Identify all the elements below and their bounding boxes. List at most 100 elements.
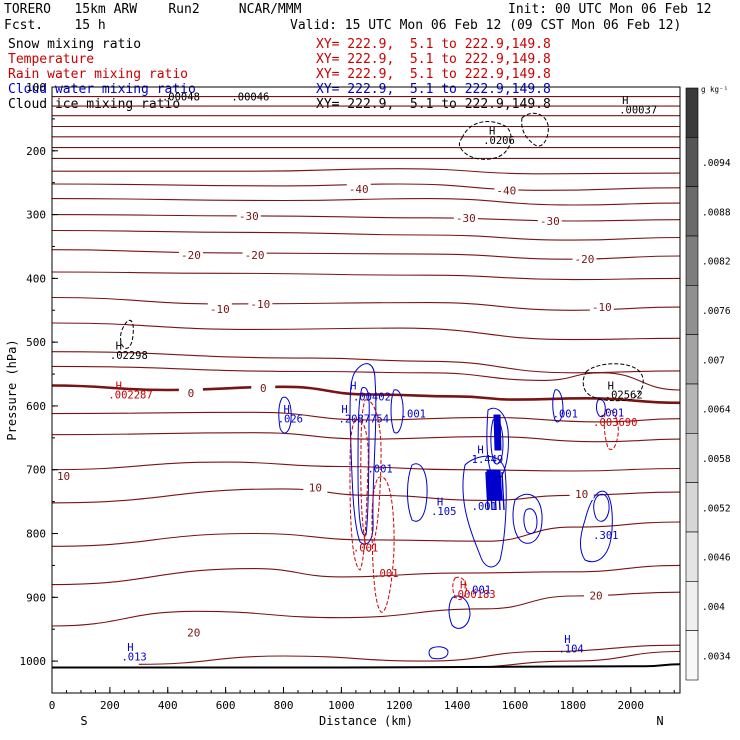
isotherm-24 bbox=[51, 591, 681, 627]
y-tick-label: 700 bbox=[26, 464, 46, 477]
extrema-label: .02562 bbox=[605, 389, 643, 401]
colorbar-swatch bbox=[685, 383, 699, 434]
isotherm-label: -30 bbox=[540, 215, 560, 228]
cloud-water-contour bbox=[596, 399, 606, 418]
extrema-label: .003690 bbox=[593, 417, 637, 429]
header-init: Init: 00 UTC Mon 06 Feb 12 bbox=[508, 2, 712, 17]
isotherm-label-bg bbox=[494, 184, 519, 197]
colorbar-tick-label: .004 bbox=[702, 602, 725, 613]
cloud-water-contour bbox=[486, 407, 509, 481]
colorbar-swatch bbox=[685, 334, 699, 385]
extrema-label: H bbox=[284, 404, 290, 416]
cloud-water-contour bbox=[349, 363, 377, 545]
freezing-level-line bbox=[51, 384, 681, 405]
extrema-label: .001 bbox=[553, 409, 578, 421]
y-axis-label: Pressure (hPa) bbox=[5, 339, 19, 440]
x-axis-label: Distance (km) bbox=[319, 714, 413, 728]
colorbar-swatch bbox=[685, 137, 699, 187]
colorbar-swatch bbox=[685, 87, 699, 138]
cloud-water-contour bbox=[407, 463, 428, 522]
isotherm-label-bg bbox=[537, 214, 562, 227]
cloud-water-contour bbox=[512, 493, 543, 544]
isotherm-label: -40 bbox=[496, 184, 516, 197]
extrema-label: .104 bbox=[558, 643, 583, 655]
isotherm-label-bg bbox=[453, 211, 478, 224]
isotherm-label-bg bbox=[207, 302, 232, 315]
extrema-label: H bbox=[622, 95, 628, 107]
cloud-water-contour bbox=[428, 646, 449, 660]
x-tick-label: 800 bbox=[274, 699, 294, 712]
isotherm-18 bbox=[51, 411, 681, 423]
colorbar-swatch bbox=[685, 531, 699, 582]
colorbar-tick-label: .007 bbox=[702, 355, 725, 366]
extrema-label: .000183 bbox=[451, 589, 495, 601]
colorbar-swatch bbox=[685, 581, 699, 631]
isotherm-label: -30 bbox=[239, 210, 259, 223]
x-tick-label: 200 bbox=[100, 699, 120, 712]
y-tick-label: 500 bbox=[26, 336, 46, 349]
isotherm-label-bg bbox=[589, 301, 614, 314]
isotherm-15 bbox=[51, 322, 681, 341]
isotherm-label: -20 bbox=[181, 249, 201, 262]
cloud-water-contour bbox=[552, 389, 564, 423]
isotherm-label-bg bbox=[572, 253, 597, 266]
header-valid: Valid: 15 UTC Mon 06 Feb 12 (09 CST Mon … bbox=[290, 18, 682, 33]
isotherm-label-bg bbox=[251, 382, 276, 395]
isotherm-23 bbox=[51, 564, 681, 586]
isotherm-label: 10 bbox=[575, 488, 588, 501]
extrema-label: .001 bbox=[466, 585, 491, 597]
snow-contour bbox=[582, 363, 644, 402]
cloud-water-core bbox=[501, 471, 505, 511]
isotherm-label: -20 bbox=[245, 249, 265, 262]
extrema-label: .013 bbox=[121, 652, 146, 664]
cloud-water-contour bbox=[462, 455, 507, 568]
isotherm-label-bg bbox=[248, 297, 273, 310]
legend-cloudwater-xy: XY= 222.9, 5.1 to 222.9,149.8 bbox=[316, 82, 551, 97]
y-tick-label: 200 bbox=[26, 145, 46, 158]
isotherm-10 bbox=[51, 214, 681, 222]
y-tick-label: 900 bbox=[26, 591, 46, 604]
extrema-label: H bbox=[127, 642, 133, 654]
colorbar-tick-label: .0076 bbox=[702, 306, 731, 317]
isotherm-label: -30 bbox=[456, 212, 476, 225]
colorbar-swatch bbox=[685, 482, 699, 533]
legend-cloudice-label: Cloud ice mixing ratio bbox=[8, 97, 181, 112]
extrema-label: .00048 bbox=[162, 92, 200, 104]
cloud-water-core bbox=[493, 471, 497, 511]
rain-contour bbox=[349, 418, 369, 571]
cloud-water-contour bbox=[593, 493, 610, 522]
isotherm-22 bbox=[51, 521, 681, 547]
isotherm-label: -20 bbox=[575, 253, 595, 266]
isotherm-17 bbox=[51, 365, 681, 391]
extrema-label: 1.449 bbox=[472, 454, 504, 466]
extrema-label: .001 bbox=[401, 409, 426, 421]
cloud-water-contour bbox=[448, 595, 471, 629]
rain-contour bbox=[360, 399, 382, 553]
extrema-label: H bbox=[350, 381, 356, 393]
extrema-label: .002287 bbox=[108, 389, 152, 401]
extrema-label: .0206 bbox=[483, 135, 515, 147]
colorbar-unit: g kg⁻¹ bbox=[701, 85, 728, 94]
x-tick-label: 1000 bbox=[328, 699, 355, 712]
snow-contour bbox=[458, 121, 512, 160]
extrema-label: .00046 bbox=[231, 92, 269, 104]
legend-snow-label: Snow mixing ratio bbox=[8, 37, 142, 52]
colorbar-tick-label: .0052 bbox=[702, 503, 731, 514]
isotherm-label: -10 bbox=[210, 303, 230, 316]
isotherm-label-bg bbox=[303, 481, 328, 494]
header-fcst: Fcst. 15 h bbox=[4, 18, 106, 33]
isotherm-11 bbox=[51, 229, 681, 241]
cloud-water-contour bbox=[580, 490, 613, 563]
legend-rain-xy: XY= 222.9, 5.1 to 222.9,149.8 bbox=[316, 67, 551, 82]
x-tick-label: 1200 bbox=[386, 699, 413, 712]
cloud-water-contour bbox=[523, 508, 538, 535]
isotherm-label: 20 bbox=[589, 589, 602, 602]
isotherm-25 bbox=[138, 644, 681, 665]
x-tick-label: 400 bbox=[158, 699, 178, 712]
extrema-label: .02298 bbox=[110, 350, 148, 362]
isotherm-label: -40 bbox=[349, 183, 369, 196]
isotherm-label-bg bbox=[242, 248, 267, 261]
rain-contour bbox=[452, 576, 467, 600]
x-tick-label: 2000 bbox=[618, 699, 645, 712]
